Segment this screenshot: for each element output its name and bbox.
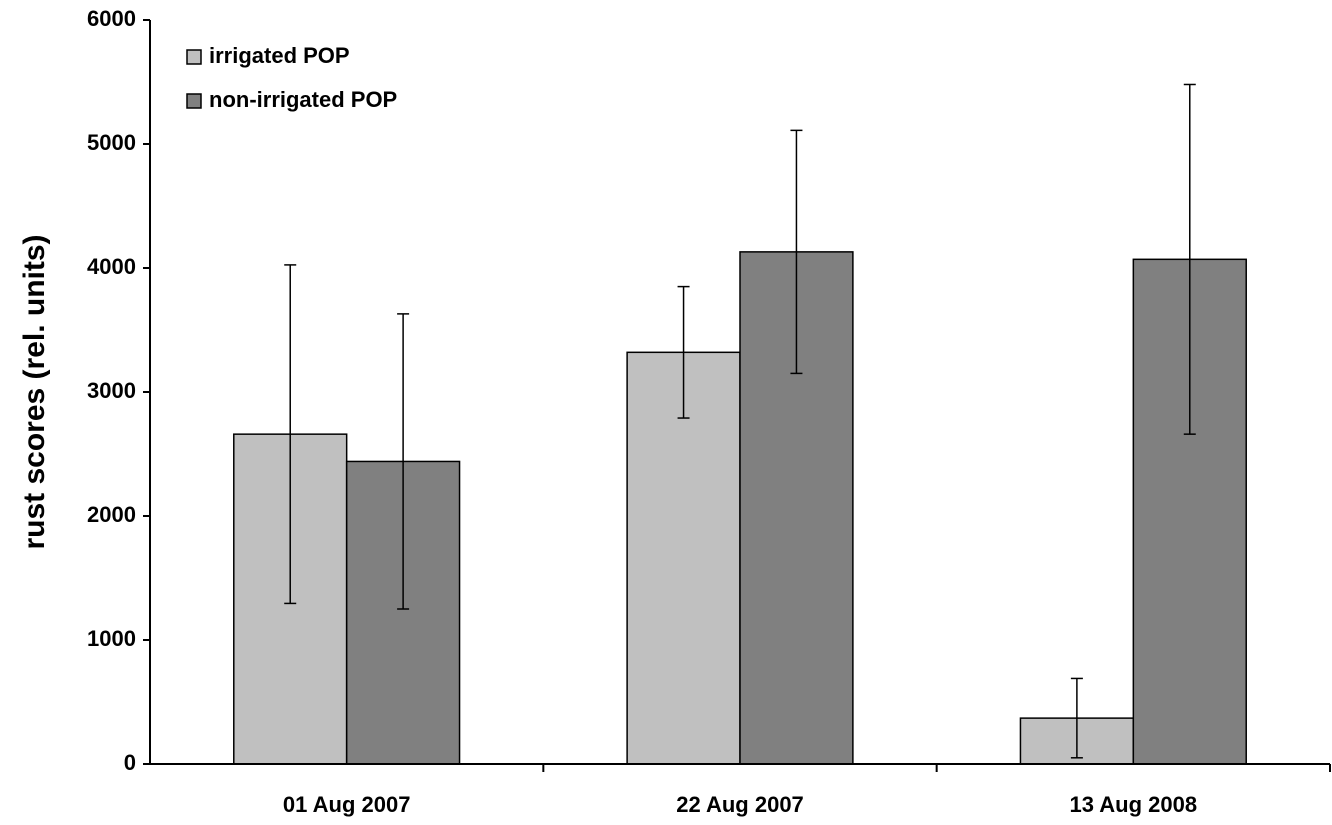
legend-label: non-irrigated POP (209, 87, 397, 112)
x-tick-label: 13 Aug 2008 (1070, 792, 1198, 817)
legend-swatch (186, 93, 202, 109)
x-tick-label: 01 Aug 2007 (283, 792, 411, 817)
bar (626, 351, 741, 765)
y-axis-label: rust scores (rel. units) (18, 234, 51, 549)
y-tick-label: 4000 (87, 254, 136, 279)
x-tick-label: 22 Aug 2007 (676, 792, 804, 817)
legend-swatch (186, 49, 202, 65)
y-tick-label: 0 (124, 750, 136, 775)
legend-label: irrigated POP (209, 43, 350, 68)
y-tick-label: 3000 (87, 378, 136, 403)
y-tick-label: 1000 (87, 626, 136, 651)
y-tick-label: 6000 (87, 6, 136, 31)
y-tick-label: 5000 (87, 130, 136, 155)
y-tick-label: 2000 (87, 502, 136, 527)
